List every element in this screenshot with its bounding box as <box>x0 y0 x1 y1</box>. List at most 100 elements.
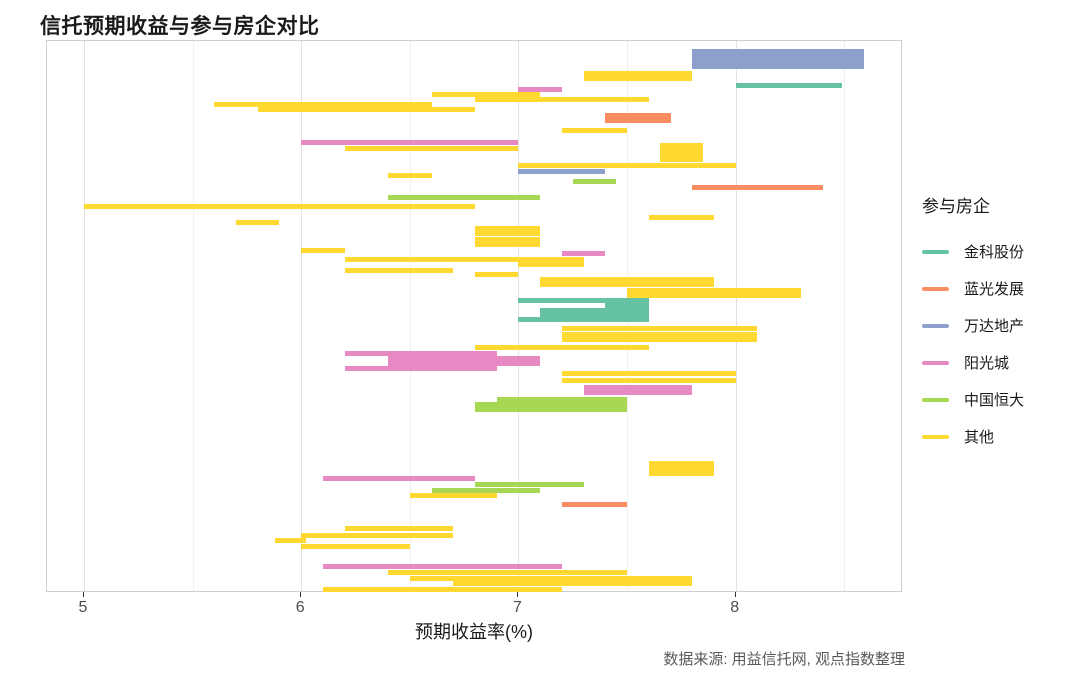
chart-segment <box>518 162 736 168</box>
chart-segment <box>322 563 562 569</box>
chart-segment <box>735 82 843 88</box>
legend-swatch-line-icon <box>922 397 949 402</box>
legend-item: 蓝光发展 <box>922 270 1024 307</box>
chart-segment <box>659 147 704 153</box>
legend-label: 阳光城 <box>964 355 1010 372</box>
gridline-major <box>301 41 303 591</box>
legend-swatch-line-icon <box>922 323 949 328</box>
chart-segment <box>344 365 497 371</box>
legend-swatch-line-icon <box>922 249 949 254</box>
legend-swatch-line-icon <box>922 360 949 365</box>
chart-segment <box>322 475 475 481</box>
x-tick-label: 6 <box>295 599 305 616</box>
chart-segment <box>236 219 280 225</box>
chart-segment <box>540 276 714 282</box>
chart-segment <box>475 271 519 277</box>
legend-label: 金科股份 <box>964 244 1025 261</box>
chart-segment <box>583 75 693 81</box>
chart-segment <box>475 406 628 412</box>
chart-segment <box>409 492 497 498</box>
gridline-minor <box>192 41 194 591</box>
chart-segment <box>475 96 649 102</box>
chart-segment <box>659 142 704 148</box>
chart-segment <box>388 360 541 366</box>
chart-segment <box>627 292 801 298</box>
chart-segment <box>83 203 475 209</box>
legend-items: 金科股份 蓝光发展 万达地产 阳光城 中国恒大 其他 <box>922 233 1024 455</box>
source-caption: 数据来源: 用益信托网, 观点指数整理 <box>663 651 905 668</box>
chart-segment <box>344 256 584 262</box>
legend-item: 其他 <box>922 418 1024 455</box>
chart-segment <box>572 178 617 184</box>
chart-segment <box>388 194 541 200</box>
chart-segment <box>583 384 693 390</box>
chart-segment <box>605 112 671 118</box>
chart-segment <box>431 91 541 97</box>
chart-segment <box>692 48 864 54</box>
chart-segment <box>409 575 693 581</box>
x-tick-mark <box>300 592 302 597</box>
chart-segment <box>540 307 649 313</box>
chart-segment <box>692 63 864 69</box>
chart-segment <box>496 396 628 402</box>
chart-segment <box>692 184 823 190</box>
chart-segment <box>627 287 801 293</box>
chart-segment <box>322 586 562 592</box>
chart-segment <box>388 569 628 575</box>
chart-segment <box>561 377 736 383</box>
chart-segment <box>648 460 714 466</box>
chart-segment <box>301 532 454 538</box>
x-tick-mark <box>734 592 736 597</box>
x-tick-mark <box>82 592 84 597</box>
chart-segment <box>518 297 649 303</box>
x-tick-label: 5 <box>78 599 88 616</box>
chart-segment <box>475 241 541 247</box>
chart-segment <box>540 281 714 287</box>
chart-segment <box>605 117 671 123</box>
chart-segment <box>692 53 864 59</box>
chart-segment <box>257 106 475 112</box>
chart-segment <box>344 350 497 356</box>
chart-segment <box>583 70 693 76</box>
chart-segment <box>518 86 562 92</box>
chart-segment <box>388 355 541 361</box>
chart-segment <box>692 58 864 64</box>
legend: 参与房企 金科股份 蓝光发展 万达地产 阳光城 中国恒大 其他 <box>922 192 1024 455</box>
chart-segment <box>301 139 519 145</box>
chart-segment <box>431 487 541 493</box>
chart-segment <box>659 156 704 162</box>
chart-segment <box>561 501 628 507</box>
gridline-major <box>518 41 520 591</box>
x-tick-mark <box>517 592 519 597</box>
legend-label: 蓝光发展 <box>964 281 1025 298</box>
chart-segment <box>583 389 693 395</box>
gridline-major <box>735 41 737 591</box>
chart-segment <box>605 302 649 308</box>
legend-label: 其他 <box>964 429 995 446</box>
chart-segment <box>540 311 649 317</box>
chart-segment <box>648 465 714 471</box>
chart-segment <box>301 543 410 549</box>
chart-segment <box>344 145 519 151</box>
gridline-major <box>83 41 85 591</box>
chart-segment <box>561 325 758 331</box>
chart-segment <box>561 370 736 376</box>
chart-segment <box>475 236 541 242</box>
legend-item: 阳光城 <box>922 344 1024 381</box>
x-axis-title: 预期收益率(%) <box>415 622 533 642</box>
legend-swatch-line-icon <box>922 286 949 291</box>
legend-label: 万达地产 <box>964 318 1025 335</box>
chart-title: 信托预期收益与参与房企对比 <box>40 15 320 38</box>
chart-segment <box>344 267 454 273</box>
chart-segment <box>301 247 345 253</box>
legend-title: 参与房企 <box>922 197 990 216</box>
chart-segment <box>214 101 432 107</box>
legend-item: 金科股份 <box>922 233 1024 270</box>
chart-segment <box>475 344 649 350</box>
chart-segment <box>648 470 714 476</box>
legend-item: 万达地产 <box>922 307 1024 344</box>
x-tick-label: 8 <box>730 599 740 616</box>
chart-segment <box>561 331 758 337</box>
chart-segment <box>475 230 541 236</box>
